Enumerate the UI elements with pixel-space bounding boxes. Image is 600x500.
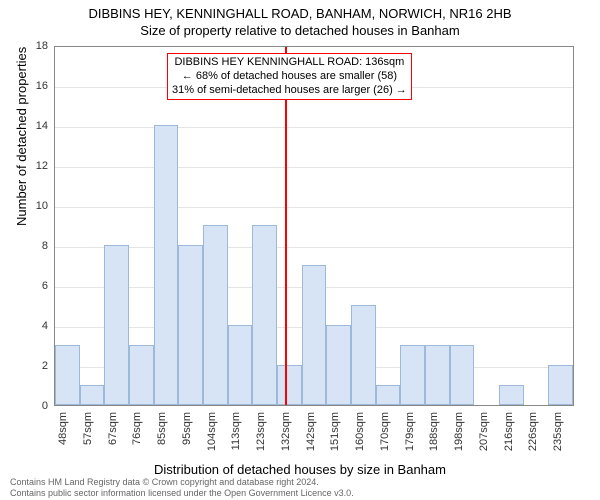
x-tick-label: 57sqm	[82, 412, 94, 445]
x-tick-label: 123sqm	[255, 412, 267, 451]
x-tick-label: 67sqm	[107, 412, 119, 445]
x-tick-label: 198sqm	[453, 412, 465, 451]
histogram-bar-fill	[104, 245, 129, 405]
x-axis-label: Distribution of detached houses by size …	[0, 462, 600, 477]
histogram-bar-fill	[154, 125, 179, 405]
histogram-bar-fill	[129, 345, 154, 405]
y-tick-label: 6	[42, 280, 54, 292]
x-tick-label: 76sqm	[131, 412, 143, 445]
y-tick-label: 4	[42, 320, 54, 332]
histogram-bar-fill	[326, 325, 351, 405]
x-tick-label: 170sqm	[379, 412, 391, 451]
y-tick-label: 16	[36, 80, 54, 92]
histogram-bar-fill	[548, 365, 573, 405]
y-tick-label: 18	[36, 40, 54, 52]
histogram-bar-fill	[228, 325, 253, 405]
page-subtitle: Size of property relative to detached ho…	[0, 21, 600, 38]
attribution-footer: Contains HM Land Registry data © Crown c…	[10, 477, 354, 498]
x-tick-label: 142sqm	[305, 412, 317, 451]
page-address-title: DIBBINS HEY, KENNINGHALL ROAD, BANHAM, N…	[0, 0, 600, 21]
histogram-bar-fill	[400, 345, 425, 405]
x-tick-label: 226sqm	[527, 412, 539, 451]
chart-area: DIBBINS HEY KENNINGHALL ROAD: 136sqm ← 6…	[54, 46, 574, 406]
annotation-line3: 31% of semi-detached houses are larger (…	[172, 84, 407, 98]
x-tick-label: 104sqm	[206, 412, 218, 451]
x-tick-label: 179sqm	[404, 412, 416, 451]
histogram-bar-fill	[55, 345, 80, 405]
histogram-bar-fill	[302, 265, 327, 405]
y-tick-label: 2	[42, 360, 54, 372]
histogram-bar-fill	[351, 305, 376, 405]
x-tick-label: 207sqm	[478, 412, 490, 451]
annotation-line1: DIBBINS HEY KENNINGHALL ROAD: 136sqm	[172, 56, 407, 70]
plot-box: DIBBINS HEY KENNINGHALL ROAD: 136sqm ← 6…	[54, 46, 574, 406]
x-tick-label: 235sqm	[552, 412, 564, 451]
histogram-bar-fill	[203, 225, 228, 405]
x-tick-label: 188sqm	[428, 412, 440, 451]
histogram-bar-fill	[450, 345, 475, 405]
x-tick-label: 160sqm	[354, 412, 366, 451]
histogram-bars	[55, 47, 573, 405]
reference-marker-line	[285, 47, 287, 405]
y-tick-label: 14	[36, 120, 54, 132]
reference-annotation-box: DIBBINS HEY KENNINGHALL ROAD: 136sqm ← 6…	[167, 53, 412, 100]
attribution-line1: Contains HM Land Registry data © Crown c…	[10, 477, 354, 487]
histogram-bar-fill	[277, 365, 302, 405]
y-tick-label: 12	[36, 160, 54, 172]
histogram-bar-fill	[252, 225, 277, 405]
histogram-bar-fill	[178, 245, 203, 405]
histogram-bar-fill	[499, 385, 524, 405]
y-axis-label: Number of detached properties	[14, 47, 29, 226]
histogram-bar-fill	[425, 345, 450, 405]
x-tick-label: 48sqm	[57, 412, 69, 445]
y-tick-label: 8	[42, 240, 54, 252]
x-tick-label: 95sqm	[181, 412, 193, 445]
histogram-bar-fill	[80, 385, 105, 405]
x-tick-label: 151sqm	[329, 412, 341, 451]
x-tick-label: 113sqm	[230, 412, 242, 450]
attribution-line2: Contains public sector information licen…	[10, 488, 354, 498]
annotation-line2: ← 68% of detached houses are smaller (58…	[172, 70, 407, 84]
histogram-bar-fill	[376, 385, 401, 405]
x-tick-label: 216sqm	[503, 412, 515, 451]
x-tick-label: 85sqm	[156, 412, 168, 445]
x-tick-label: 132sqm	[280, 412, 292, 451]
y-tick-label: 10	[36, 200, 54, 212]
y-tick-label: 0	[42, 400, 54, 412]
